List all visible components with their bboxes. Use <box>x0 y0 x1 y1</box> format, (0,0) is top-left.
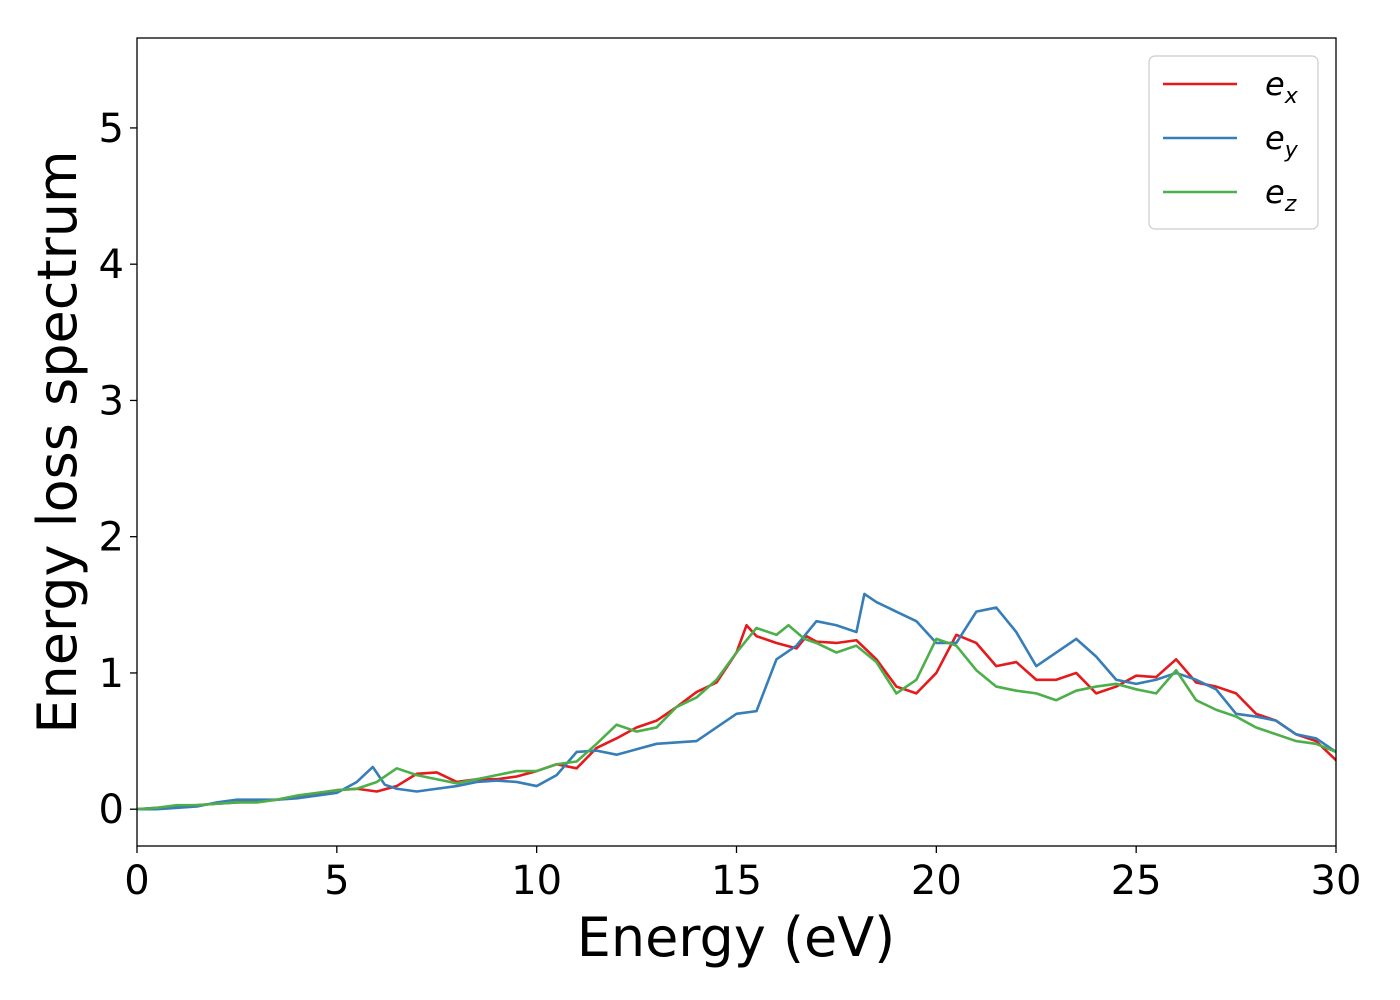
legend-label-subscript: z <box>1284 192 1297 217</box>
x-tick-label: 30 <box>1311 858 1362 904</box>
legend-label-ez: ez <box>1265 173 1297 217</box>
x-tick-label: 15 <box>711 858 762 904</box>
y-tick-label: 3 <box>99 378 124 424</box>
legend-label-ey: ey <box>1265 119 1299 163</box>
y-tick-label: 2 <box>99 515 124 561</box>
series-line-ey <box>137 592 1336 811</box>
legend-label-subscript: x <box>1284 84 1299 109</box>
y-tick-label: 1 <box>99 651 124 697</box>
x-tick-label: 25 <box>1111 858 1162 904</box>
y-tick-label: 0 <box>99 787 124 833</box>
y-tick-label: 4 <box>99 242 124 288</box>
y-tick-label: 5 <box>99 106 124 152</box>
x-axis-label: Energy (eV) <box>577 906 896 969</box>
legend-box <box>1148 55 1319 230</box>
legend-label-base: e <box>1265 119 1285 157</box>
x-tick-label: 20 <box>911 858 962 904</box>
axis-ticks: 0 5 10 15 20 25 30 0 1 2 3 4 5 <box>99 106 1362 904</box>
series-line-ez <box>137 623 1336 811</box>
legend-label-ex: ex <box>1265 65 1299 109</box>
legend-label-base: e <box>1265 65 1285 103</box>
x-tick-label: 0 <box>124 858 149 904</box>
legend-label-subscript: y <box>1284 138 1299 163</box>
y-axis-label: Energy loss spectrum <box>26 150 89 733</box>
legend-label-base: e <box>1265 173 1285 211</box>
x-tick-label: 5 <box>324 858 349 904</box>
x-tick-label: 10 <box>511 858 562 904</box>
